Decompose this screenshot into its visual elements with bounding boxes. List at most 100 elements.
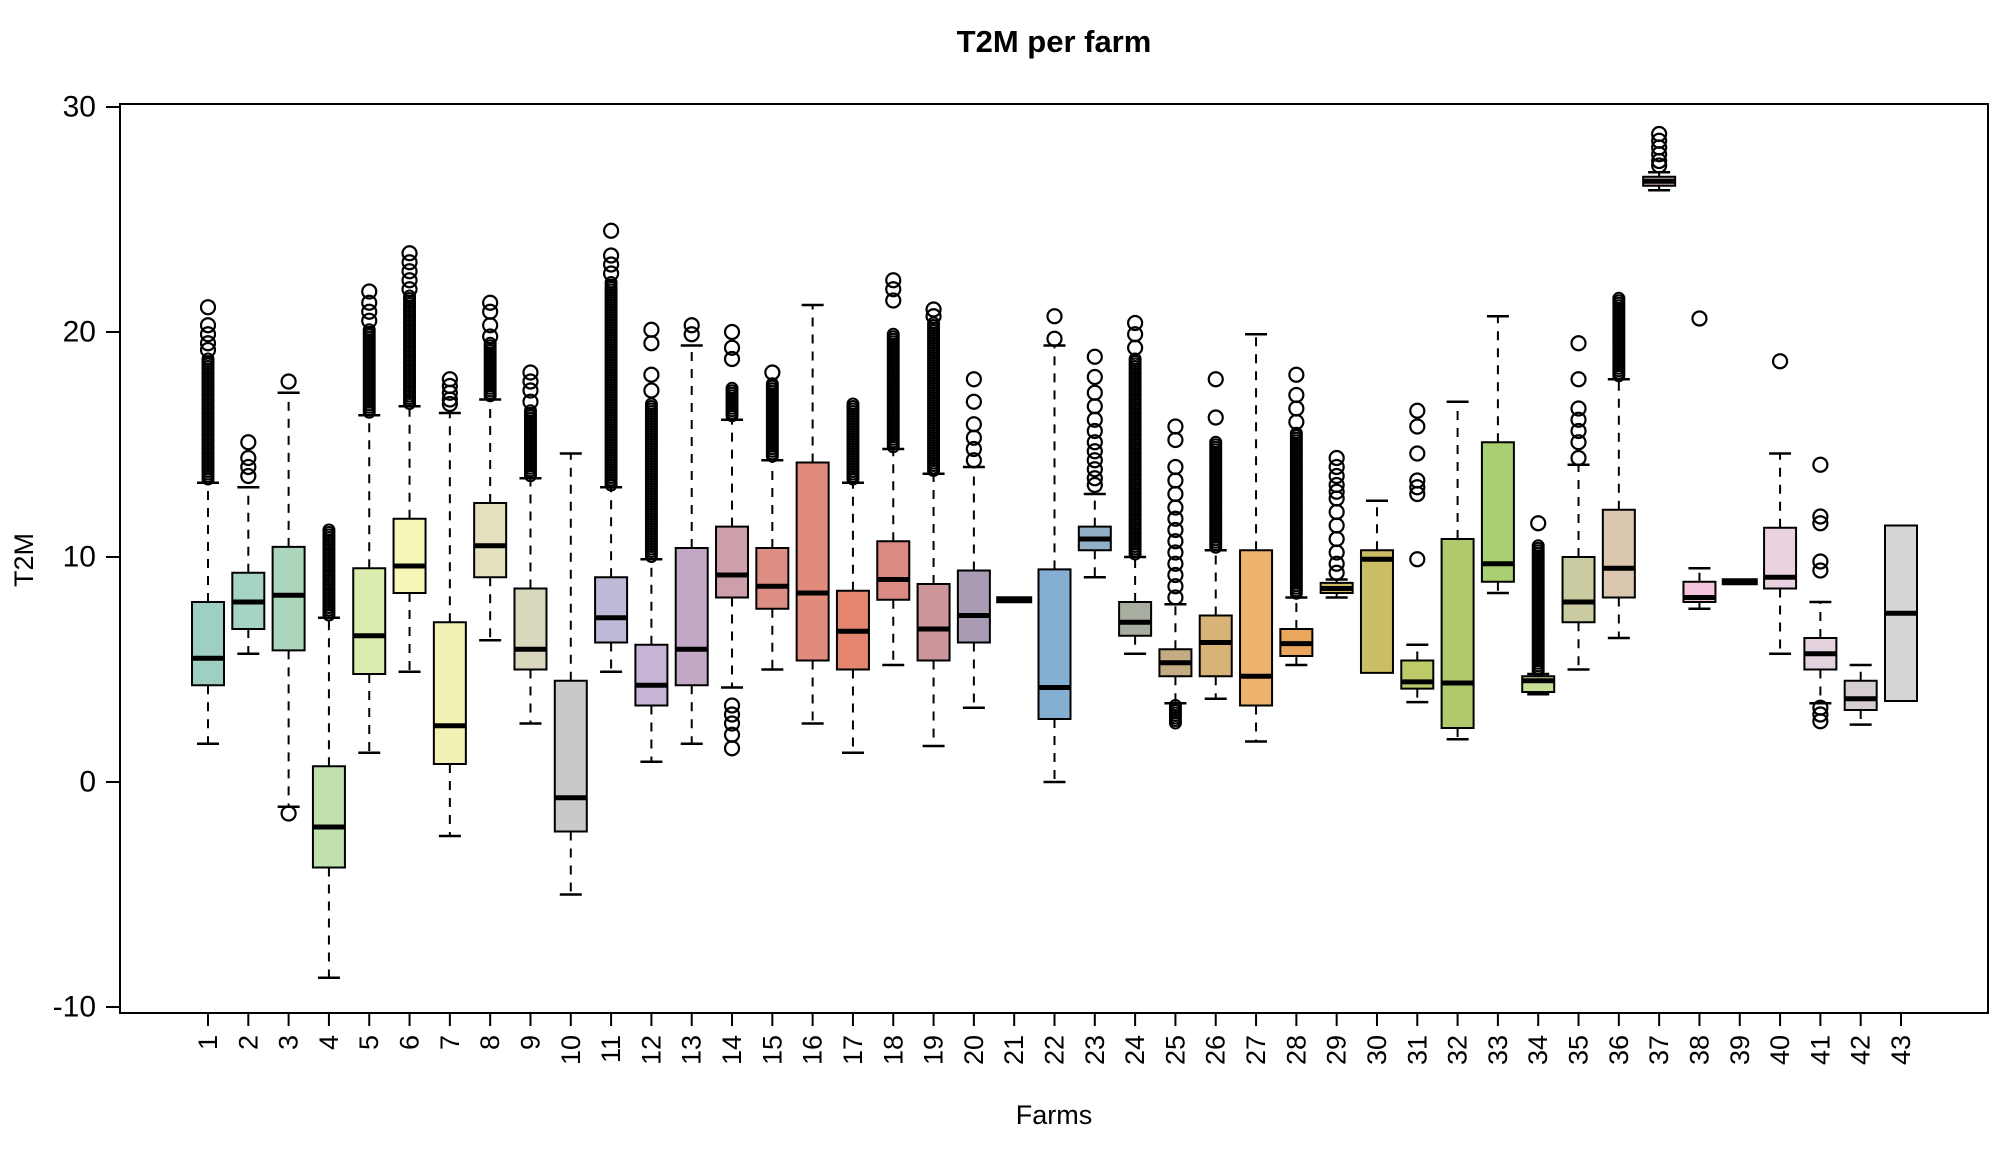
outlier-point xyxy=(1086,452,1103,469)
x-tick-label: 42 xyxy=(1846,1035,1876,1065)
x-tick-label: 18 xyxy=(878,1035,908,1065)
x-tick-label: 29 xyxy=(1322,1035,1352,1065)
boxplot-farm-33: 33 xyxy=(1480,315,1515,1065)
outlier-point xyxy=(643,335,660,352)
outlier-point xyxy=(1046,330,1063,347)
outlier-point xyxy=(1409,479,1426,496)
outlier-point xyxy=(723,339,741,356)
x-tick-label: 41 xyxy=(1805,1035,1835,1065)
boxplot-farm-29: 29 xyxy=(1319,449,1354,1065)
outlier-point xyxy=(885,292,902,309)
boxplot-farm-38: 38 xyxy=(1682,310,1717,1065)
y-axis-title: T2M xyxy=(9,533,39,587)
outlier-point xyxy=(482,328,499,345)
boxplot-farm-27: 27 xyxy=(1239,333,1274,1065)
outlier-point xyxy=(1812,706,1829,723)
outlier-point xyxy=(1812,456,1829,473)
x-tick-label: 20 xyxy=(959,1035,989,1065)
boxplot-farm-13: 13 xyxy=(674,317,709,1065)
boxplot-farm-34: 34 xyxy=(1521,515,1556,1065)
outlier-point xyxy=(1167,431,1184,449)
boxplot-farm-35: 35 xyxy=(1561,335,1596,1065)
outlier-point xyxy=(522,393,539,410)
boxplot-farm-37: 37 xyxy=(1642,125,1677,1065)
x-tick-label: 36 xyxy=(1604,1035,1634,1065)
outlier-point xyxy=(441,377,458,395)
outlier-point xyxy=(401,254,418,271)
outlier-point xyxy=(1570,371,1587,388)
outlier-point xyxy=(1328,564,1345,581)
boxplot-farm-7: 7 xyxy=(432,371,467,1050)
y-tick-label: 30 xyxy=(63,91,96,124)
outlier-point xyxy=(1328,530,1345,548)
x-tick-label: 8 xyxy=(475,1035,505,1050)
chart-title: T2M per farm xyxy=(956,24,1152,59)
outlier-point xyxy=(965,452,982,469)
x-tick-label: 5 xyxy=(354,1035,384,1050)
outlier-point xyxy=(401,281,418,298)
boxplot-farm-19: 19 xyxy=(916,301,951,1065)
x-tick-label: 27 xyxy=(1241,1035,1271,1065)
x-tick-label: 35 xyxy=(1564,1035,1594,1065)
outlier-point xyxy=(1086,443,1103,460)
boxplot-farm-12: 12 xyxy=(634,321,669,1065)
outlier-point xyxy=(199,326,217,343)
outlier-point xyxy=(1167,544,1184,561)
outlier-point xyxy=(1570,449,1587,467)
x-tick-label: 21 xyxy=(999,1035,1029,1065)
outlier-point xyxy=(965,440,982,458)
outlier-point xyxy=(1328,458,1345,476)
outlier-point xyxy=(1167,555,1184,572)
outlier-point xyxy=(764,364,781,381)
x-tick-label: 14 xyxy=(717,1035,747,1065)
outlier-point xyxy=(1086,348,1103,365)
outlier-point xyxy=(723,740,741,757)
outlier-point xyxy=(1328,503,1345,521)
outlier-point xyxy=(522,382,539,399)
outlier-point xyxy=(1127,326,1144,343)
outlier-point xyxy=(1167,521,1184,539)
outlier-point xyxy=(441,395,458,413)
y-tick-label: 10 xyxy=(63,541,96,574)
outlier-point xyxy=(1570,400,1587,417)
outlier-point xyxy=(1328,476,1345,494)
x-tick-label: 11 xyxy=(596,1035,626,1063)
outlier-point xyxy=(1288,386,1305,404)
boxplot-farm-30: 30 xyxy=(1359,499,1394,1065)
outlier-point xyxy=(602,222,620,239)
outlier-point xyxy=(240,449,257,467)
outlier-point xyxy=(1812,553,1829,570)
outlier-point xyxy=(240,467,257,485)
outlier-point xyxy=(280,373,297,390)
x-tick-label: 23 xyxy=(1080,1035,1110,1065)
outlier-point xyxy=(602,247,620,264)
outlier-point xyxy=(1167,589,1184,606)
x-tick-label: 38 xyxy=(1684,1035,1714,1065)
outlier-point xyxy=(1167,566,1184,584)
x-tick-label: 13 xyxy=(677,1035,707,1065)
outlier-point xyxy=(683,317,700,334)
x-tick-label: 25 xyxy=(1160,1035,1190,1065)
x-tick-label: 4 xyxy=(314,1035,344,1050)
outlier-point xyxy=(1651,157,1668,174)
outlier-point xyxy=(1570,335,1587,352)
outlier-point xyxy=(1328,449,1345,467)
x-tick-label: 15 xyxy=(757,1035,787,1065)
x-axis-title: Farms xyxy=(1015,1100,1093,1130)
outlier-point xyxy=(1086,368,1103,386)
boxplot-farm-2: 2 xyxy=(231,434,266,1050)
boxplot-farm-15: 15 xyxy=(755,364,790,1065)
boxplot-farm-16: 16 xyxy=(795,303,830,1065)
boxplot-farm-9: 9 xyxy=(513,364,548,1050)
x-tick-label: 22 xyxy=(1040,1035,1070,1065)
outlier-point xyxy=(643,321,660,338)
outlier-point xyxy=(280,805,297,822)
boxplot-farm-8: 8 xyxy=(473,294,508,1050)
outlier-point xyxy=(723,323,741,341)
outlier-point xyxy=(199,335,217,352)
boxplot-farm-28: 28 xyxy=(1279,366,1314,1065)
x-tick-label: 28 xyxy=(1281,1035,1311,1065)
outlier-point xyxy=(1812,508,1829,525)
y-tick-label: -10 xyxy=(53,991,96,1024)
outlier-point xyxy=(925,301,942,318)
